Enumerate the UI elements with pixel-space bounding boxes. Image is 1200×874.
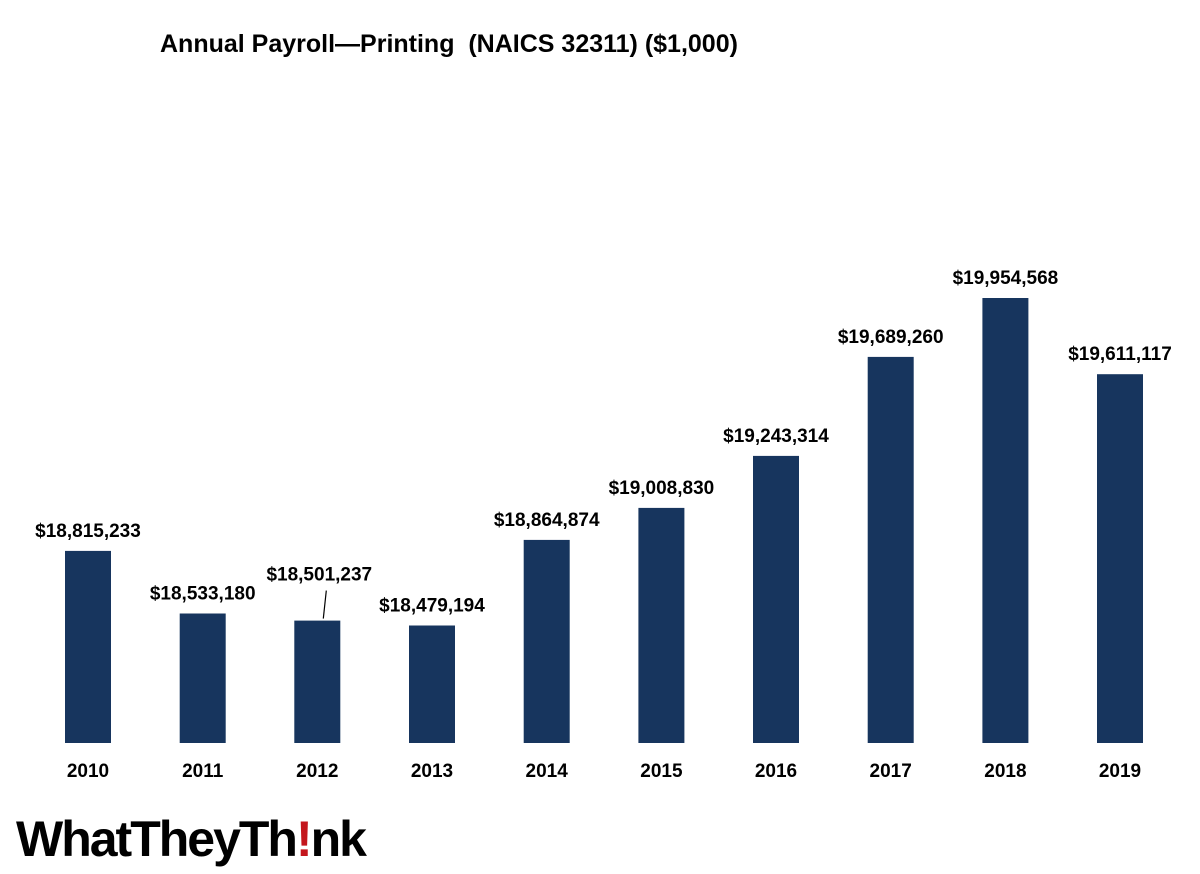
bar-chart: $18,815,233 2010 $18,533,180 2011 $18,501,23… — [35, 268, 1172, 782]
data-label-2010: $18,815,233 — [35, 521, 141, 542]
x-tick-label-2010: 2010 — [67, 761, 109, 782]
x-tick-label-2017: 2017 — [870, 761, 912, 782]
labels-layer: $18,815,233 2010 $18,533,180 2011 $18,501,23… — [35, 268, 1172, 782]
data-label-2013: $18,479,194 — [379, 596, 485, 617]
bar-2015 — [638, 507, 685, 743]
data-label-2011: $18,533,180 — [150, 584, 256, 605]
bar-2016 — [753, 455, 799, 743]
logo-text-end: nk — [310, 811, 367, 867]
x-tick-label-2015: 2015 — [640, 761, 683, 782]
x-tick-label-2013: 2013 — [411, 761, 453, 782]
data-label-2014: $18,864,874 — [494, 510, 600, 531]
bar-2010 — [65, 550, 111, 743]
bar-2011 — [179, 613, 226, 743]
bar-2019 — [1097, 374, 1143, 743]
logo-text-start: WhatTheyTh — [16, 811, 298, 867]
bar-2013 — [409, 625, 455, 743]
data-label-2018: $19,954,568 — [953, 268, 1059, 289]
data-label-2015: $19,008,830 — [609, 478, 715, 499]
data-label-2019: $19,611,117 — [1068, 344, 1172, 365]
x-tick-label-2014: 2014 — [526, 761, 569, 782]
x-tick-label-2011: 2011 — [182, 761, 224, 782]
bar-2014 — [523, 539, 570, 743]
data-label-2017: $19,689,260 — [838, 327, 944, 348]
x-tick-label-2016: 2016 — [755, 761, 797, 782]
leader-line-2012 — [322, 590, 327, 619]
bar-2017 — [867, 356, 914, 743]
whattheythink-logo: WhatTheyTh!nk — [16, 804, 367, 874]
bars-layer — [65, 298, 1143, 743]
x-tick-label-2012: 2012 — [296, 761, 338, 782]
x-tick-label-2019: 2019 — [1099, 761, 1141, 782]
logo-exclamation-mark: ! — [295, 811, 313, 867]
x-tick-label-2018: 2018 — [984, 761, 1026, 782]
bar-2018 — [982, 298, 1029, 743]
data-label-2012: $18,501,237 — [266, 565, 372, 586]
data-label-2016: $19,243,314 — [723, 426, 829, 447]
bar-2012 — [294, 620, 341, 743]
chart-title: Annual Payroll—Printing (NAICS 32311) ($… — [160, 30, 738, 58]
